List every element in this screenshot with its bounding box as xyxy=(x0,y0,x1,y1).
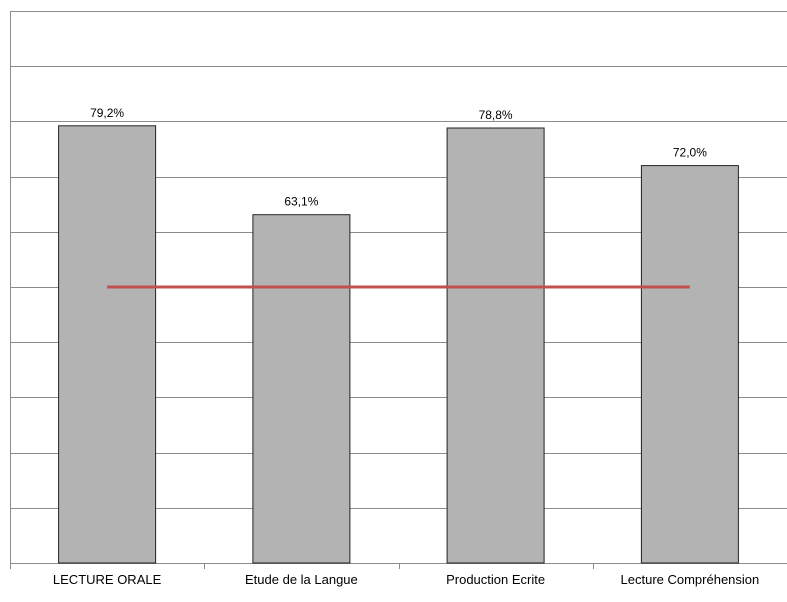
data-label-3: 78,8% xyxy=(479,108,513,122)
bar-1 xyxy=(58,125,157,564)
bar-2 xyxy=(252,214,351,564)
x-tick-label-1: LECTURE ORALE xyxy=(53,572,162,587)
data-label-1: 79,2% xyxy=(90,106,124,120)
data-label-4: 72,0% xyxy=(673,146,707,160)
x-tick-label-2: Etude de la Langue xyxy=(245,572,358,587)
x-tick-label-3: Production Ecrite xyxy=(446,572,545,587)
bar-3 xyxy=(446,127,545,564)
data-label-2: 63,1% xyxy=(284,195,318,209)
x-axis-tick-labels: LECTURE ORALE Etude de la Langue Productio… xyxy=(53,572,759,587)
data-labels: 79,2% 63,1% 78,8% 72,0% xyxy=(90,106,707,209)
bars xyxy=(58,125,739,564)
bar-4 xyxy=(640,165,739,564)
x-tick-label-4: Lecture Compréhension xyxy=(621,572,760,587)
